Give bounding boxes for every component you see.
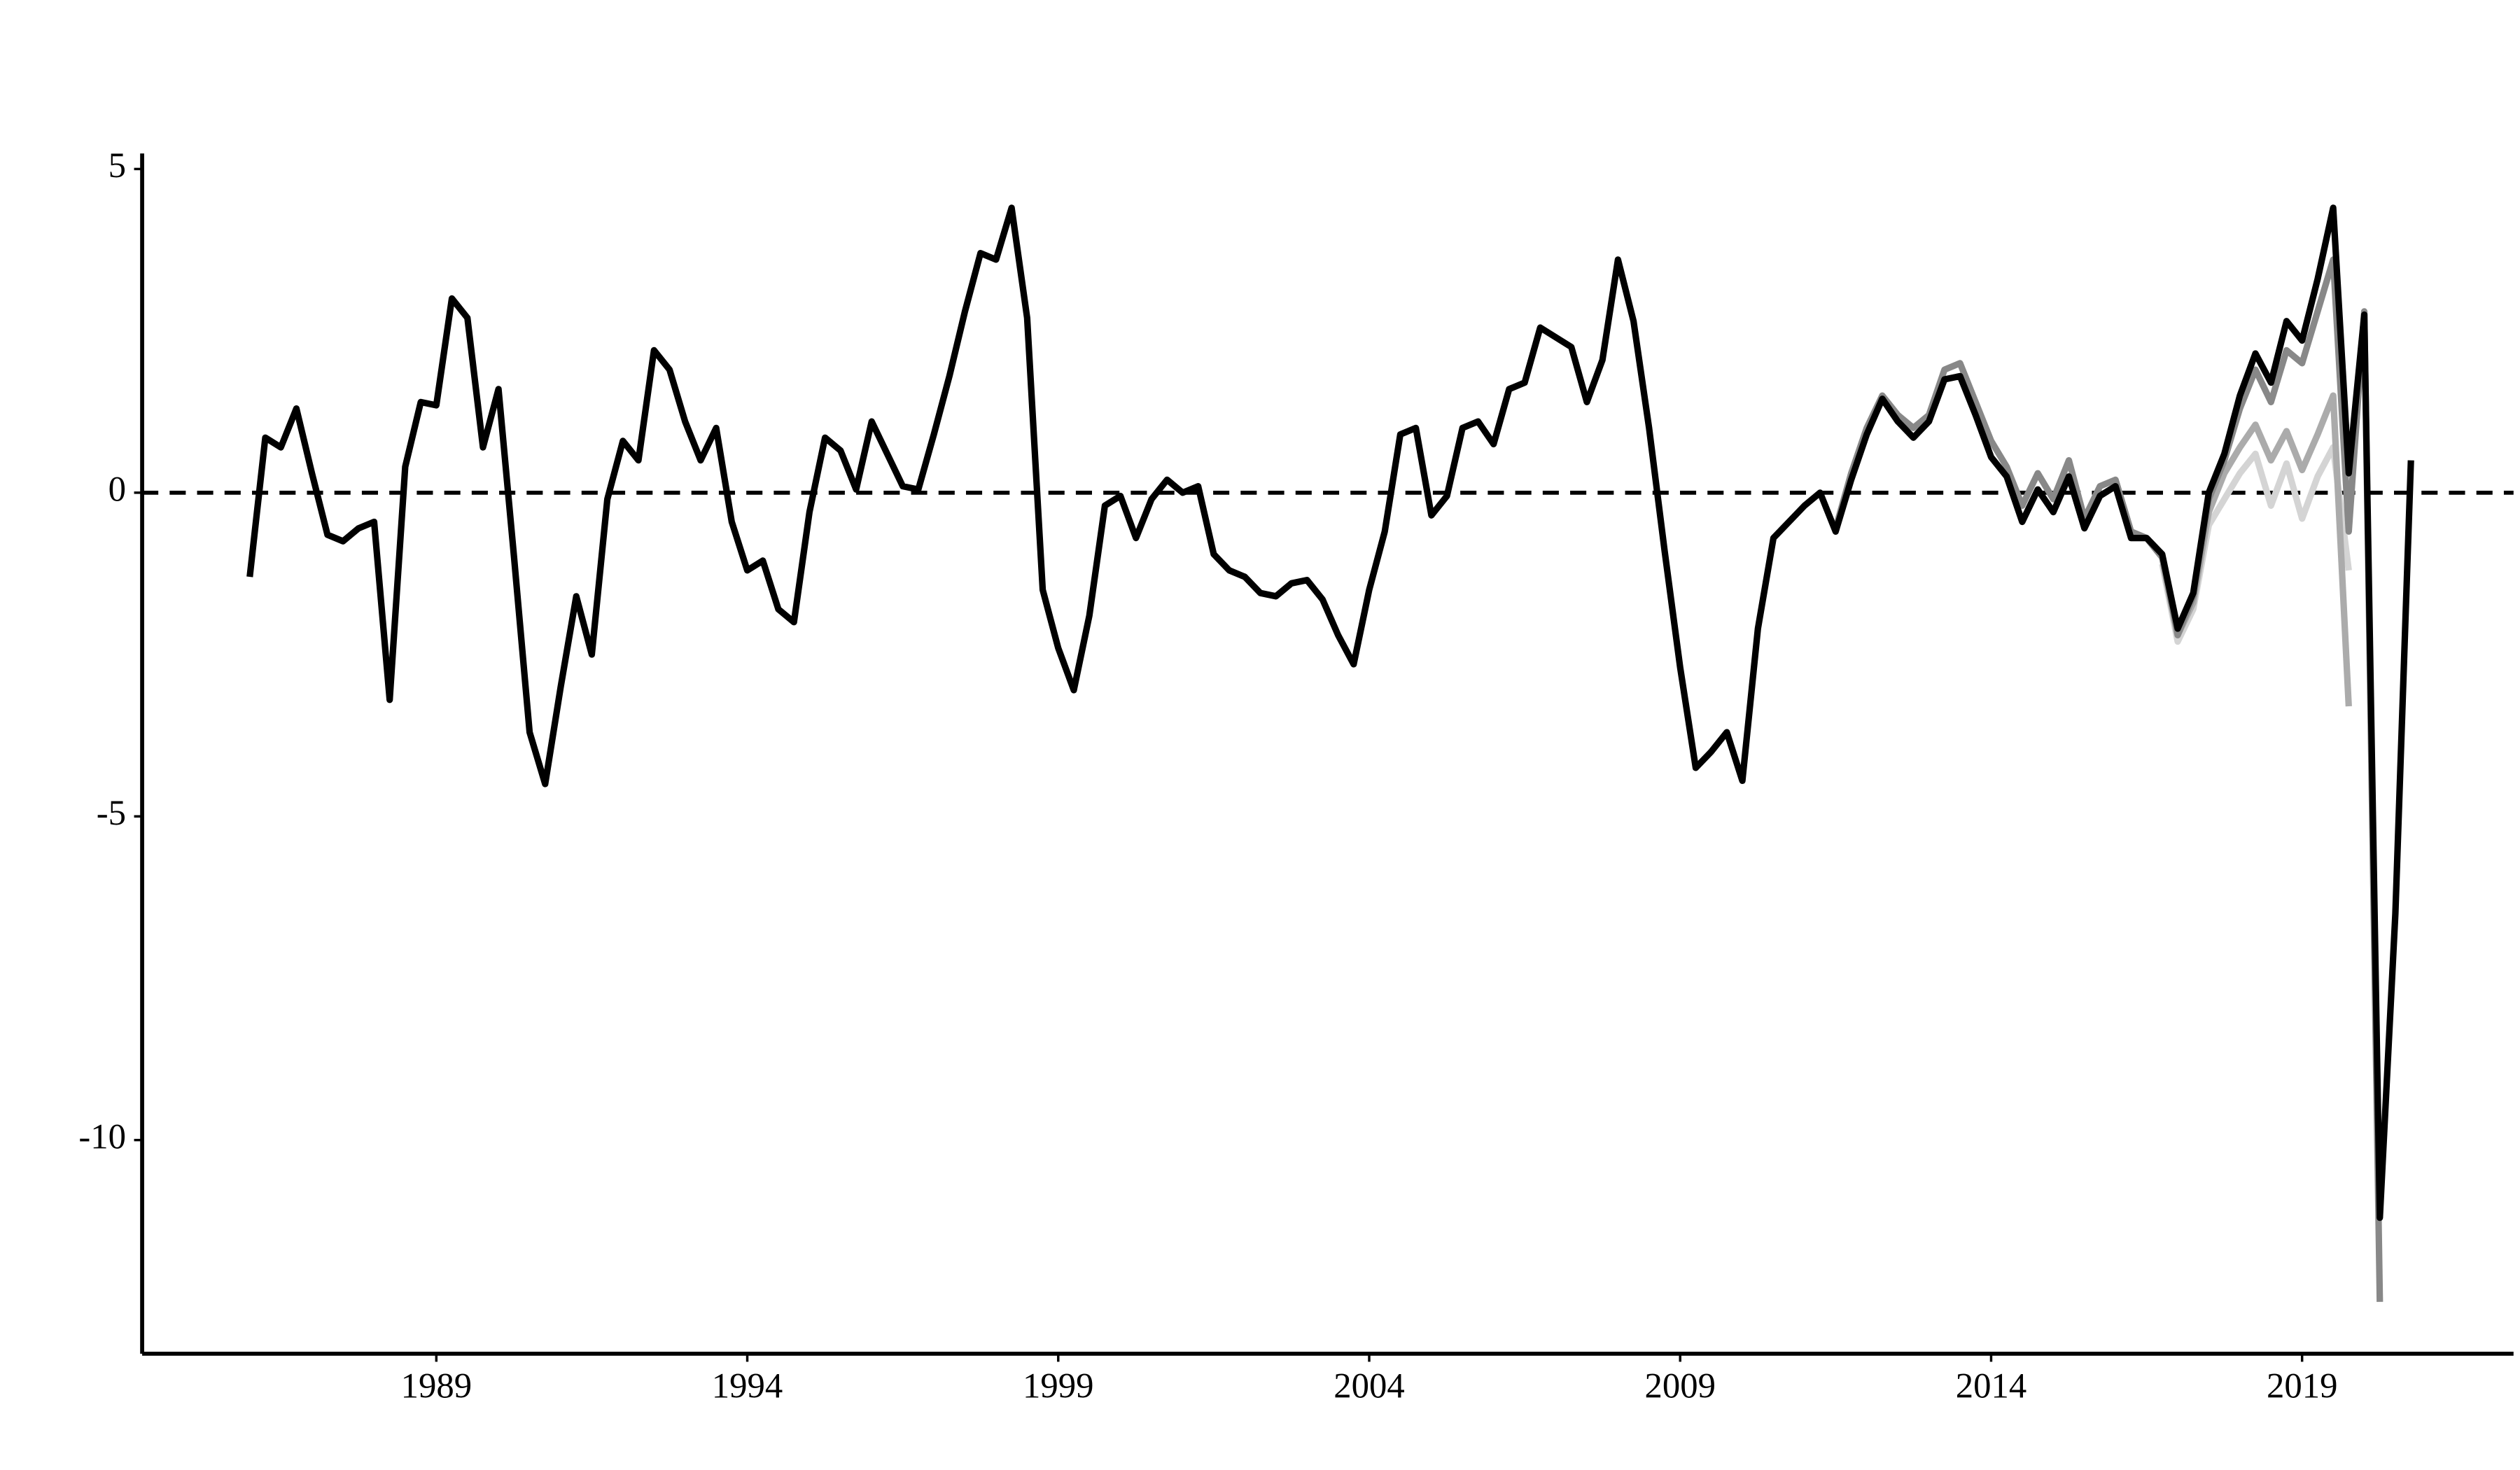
x-tick-label: 2009 <box>1644 1366 1715 1405</box>
x-tick-label: 1999 <box>1023 1366 1094 1405</box>
series-line <box>1832 256 2384 1302</box>
series-line <box>246 204 2414 1222</box>
y-tick-label: -10 <box>78 1116 126 1156</box>
x-tick-label: 2014 <box>1956 1366 2027 1405</box>
y-tick-label: -5 <box>97 793 126 832</box>
y-tick-label: 5 <box>108 146 126 185</box>
x-tick-label: 1989 <box>401 1366 472 1405</box>
series-line <box>2159 392 2352 707</box>
x-tick-label: 2019 <box>2267 1366 2337 1405</box>
x-tick-label: 2004 <box>1334 1366 1405 1405</box>
y-tick-label: 0 <box>108 469 126 508</box>
x-tick-label: 1994 <box>712 1366 783 1405</box>
